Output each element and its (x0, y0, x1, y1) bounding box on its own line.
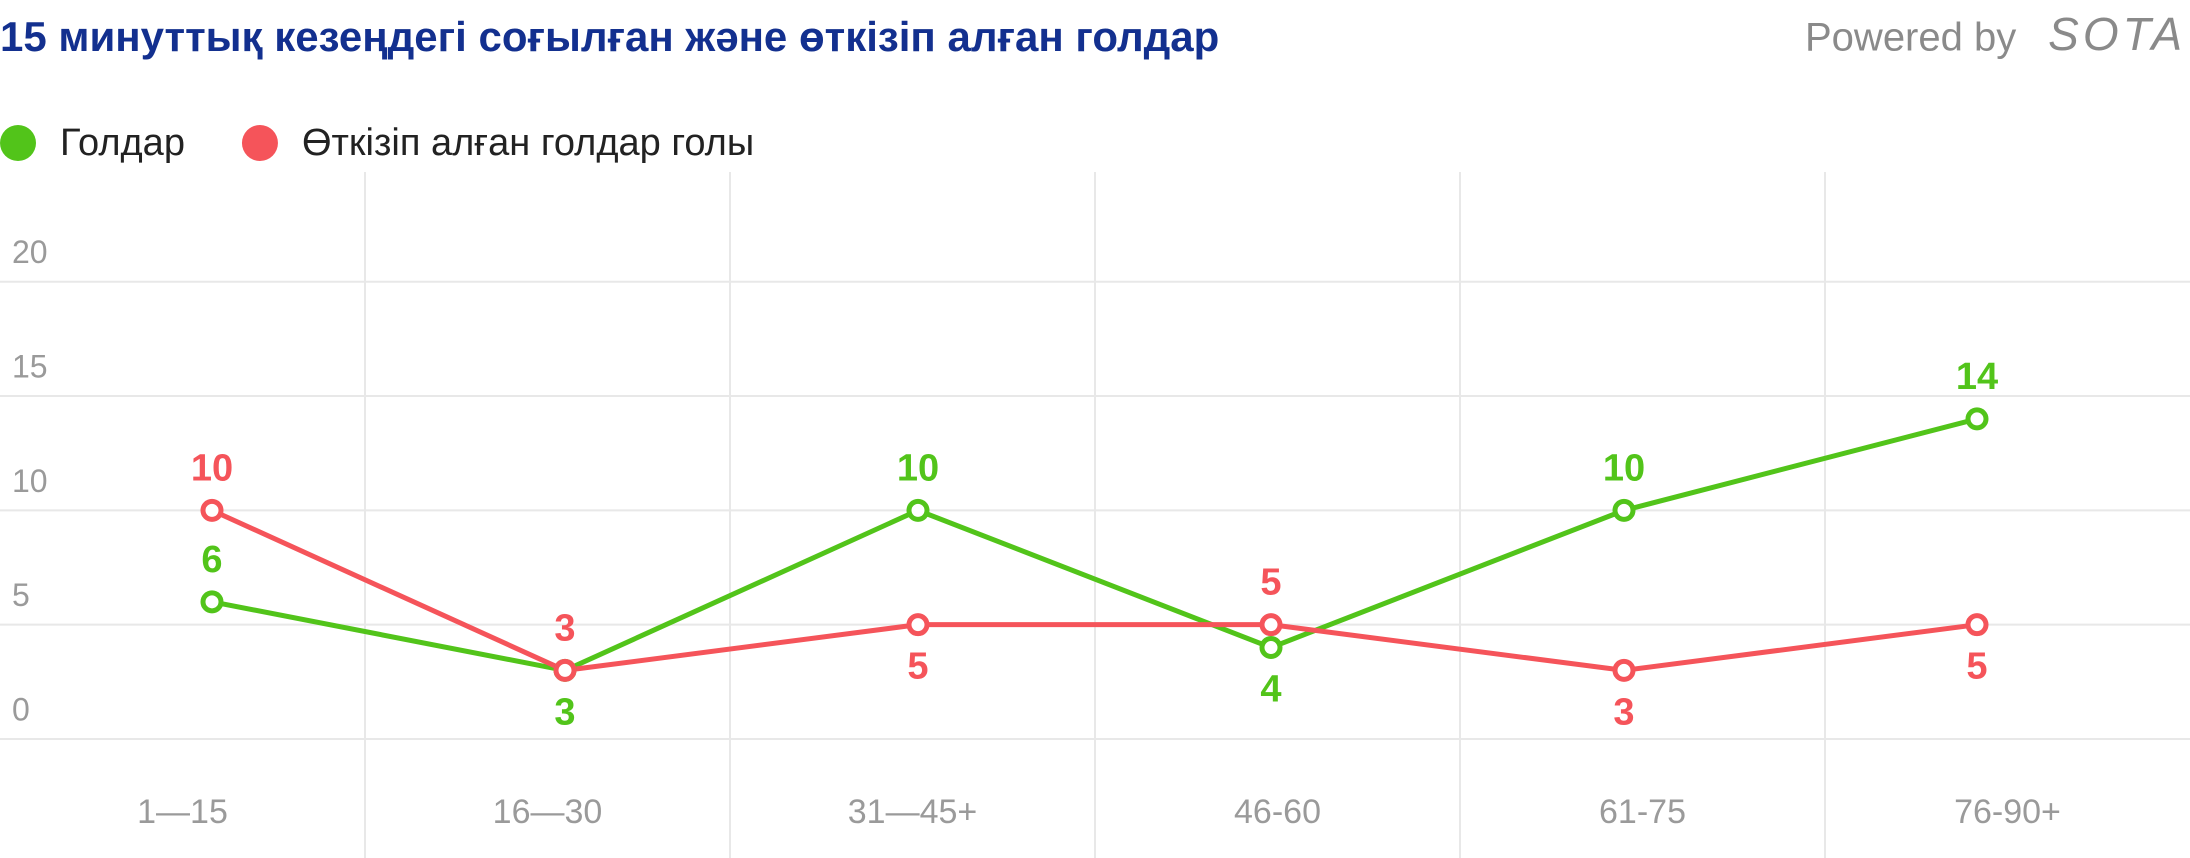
data-label: 10 (897, 447, 939, 489)
x-tick-label: 16—30 (493, 793, 603, 831)
data-label: 3 (554, 691, 575, 733)
data-label: 4 (1260, 669, 1281, 711)
legend-label: Өткізіп алған голдар голы (302, 122, 754, 164)
y-tick-label: 0 (12, 691, 30, 727)
data-label: 10 (191, 447, 233, 489)
data-point (1965, 613, 1989, 637)
powered-by: Powered by (1805, 16, 2016, 60)
data-label: 14 (1956, 356, 1998, 398)
data-label: 6 (201, 539, 222, 581)
data-point (200, 590, 224, 614)
x-tick-label: 1—15 (137, 793, 228, 831)
legend-label: Голдар (60, 122, 185, 164)
data-label: 5 (1966, 646, 1987, 688)
series-line (210, 508, 1978, 673)
data-point (906, 613, 930, 637)
data-label: 3 (554, 607, 575, 649)
legend-marker (0, 125, 36, 161)
y-tick-label: 15 (12, 349, 48, 385)
data-label: 3 (1613, 691, 1634, 733)
data-point (1612, 658, 1636, 682)
series-line (211, 416, 1978, 674)
data-point (1612, 498, 1636, 522)
x-tick-label: 46-60 (1234, 793, 1321, 831)
data-point (553, 658, 577, 682)
data-point (1259, 613, 1283, 637)
x-tick-label: 31—45+ (848, 793, 978, 831)
data-label: 5 (907, 646, 928, 688)
data-point (200, 498, 224, 522)
legend-marker (241, 125, 278, 161)
data-label: 10 (1603, 447, 1645, 489)
data-point (906, 498, 930, 522)
y-tick-label: 20 (12, 234, 48, 270)
data-label: 5 (1260, 562, 1281, 604)
brand-logo: SOTA (2048, 8, 2186, 60)
x-tick-label: 61-75 (1599, 793, 1686, 831)
data-point (1259, 636, 1283, 660)
data-point (1965, 407, 1989, 431)
y-tick-label: 10 (12, 463, 48, 499)
y-tick-label: 5 (12, 577, 30, 613)
x-tick-label: 76-90+ (1954, 793, 2061, 831)
chart-title: 15 минуттық кезеңдегі соғылған және өткі… (0, 13, 1219, 60)
